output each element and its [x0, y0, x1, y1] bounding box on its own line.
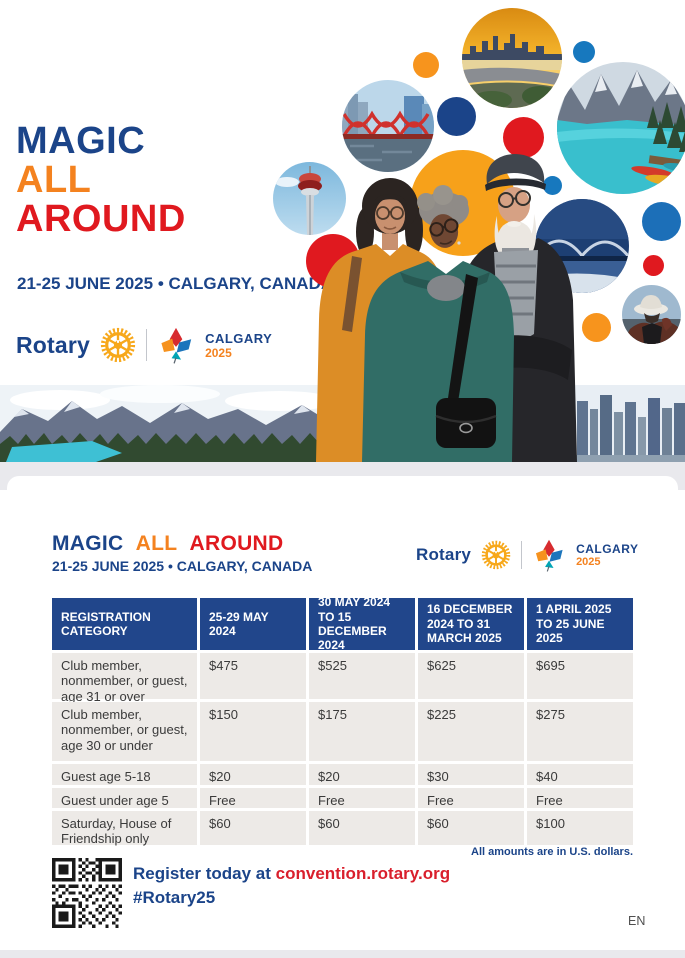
- collage-circle-blue-small-1: [573, 41, 595, 63]
- collage-circle-red-small: [643, 255, 664, 276]
- register-prefix: Register today at: [133, 864, 276, 883]
- logo-divider: [521, 541, 523, 569]
- hashtag: #Rotary25: [133, 888, 216, 907]
- logo-divider: [146, 329, 148, 361]
- row-price: Free: [527, 788, 633, 808]
- mountain-landscape-image: [0, 385, 345, 462]
- row-price: $100: [527, 811, 633, 845]
- row-price: Free: [200, 788, 306, 808]
- row-category: Guest under age 5: [52, 788, 197, 808]
- collage-circle-red-1: [503, 117, 544, 158]
- hero-title-word-around: AROUND: [16, 198, 186, 240]
- row-price: $625: [418, 653, 524, 699]
- flyer-title-word-around: AROUND: [189, 532, 284, 555]
- flyer-section: MAGIC ALL AROUND 21-25 JUNE 2025 • CALGA…: [0, 490, 685, 950]
- rotary-wordmark: Rotary: [16, 331, 91, 358]
- collage-circle-orange-2: [582, 313, 611, 342]
- host-city-text: CALGARY 2025: [205, 332, 272, 359]
- flyer-title: MAGIC ALL AROUND: [52, 532, 289, 556]
- people-photo-group: [316, 154, 577, 462]
- qr-code: [52, 858, 122, 928]
- row-price: $20: [200, 764, 306, 785]
- collage-circle-blue-2: [642, 202, 681, 241]
- register-line: Register today at convention.rotary.org: [133, 864, 450, 884]
- collage-photo-city-sunset: [462, 8, 562, 108]
- rotary-wheel-icon: [481, 540, 511, 570]
- row-price: $150: [200, 702, 306, 761]
- row-category: Club member, nonmember, or guest, age 30…: [52, 702, 197, 761]
- host-city-text: CALGARY 2025: [576, 543, 638, 568]
- collage-circle-orange-small: [413, 52, 439, 78]
- calgary-2025-leaf-logo: [536, 539, 563, 572]
- currency-note: All amounts are in U.S. dollars.: [471, 846, 633, 858]
- row-category: Saturday, House of Friendship only: [52, 811, 197, 846]
- calgary-2025-leaf-logo: [161, 327, 192, 364]
- rotary-wordmark: Rotary: [416, 545, 472, 564]
- row-price: Free: [309, 788, 415, 808]
- row-price: $525: [309, 653, 415, 699]
- row-category: Club member, nonmember, or guest, age 31…: [52, 653, 197, 704]
- row-price: $30: [418, 764, 524, 785]
- header-period-2: 30 MAY 2024 TO 15 DECEMBER 2024: [309, 595, 415, 652]
- hero-title-word-all: ALL: [16, 159, 92, 201]
- collage-circle-blue-small-2: [543, 176, 562, 195]
- row-price: $475: [200, 653, 306, 699]
- row-price: $60: [309, 811, 415, 845]
- woman-teal-figure: [362, 185, 514, 462]
- row-price: $20: [309, 764, 415, 785]
- pricing-table: REGISTRATION CATEGORY 25-29 MAY 2024 30 …: [52, 595, 633, 846]
- row-price: $175: [309, 702, 415, 761]
- row-price: $225: [418, 702, 524, 761]
- register-url: convention.rotary.org: [275, 864, 451, 883]
- row-price: $695: [527, 653, 633, 699]
- header-period-1: 25-29 MAY 2024: [200, 598, 306, 650]
- hero-title: MAGIC ALL AROUND: [16, 122, 186, 239]
- collage-photo-calgary-tower: [273, 162, 346, 235]
- footer-bar: [0, 950, 685, 958]
- hero-logo-lockup: Rotary CALGARY 2025: [16, 326, 272, 364]
- row-price: $60: [200, 811, 306, 845]
- host-city-name: CALGARY: [205, 330, 273, 346]
- city-skyline-image: [575, 385, 685, 462]
- header-period-4: 1 APRIL 2025 TO 25 JUNE 2025: [527, 598, 633, 650]
- flyer-title-word-magic: MAGIC: [52, 532, 124, 555]
- row-category: Guest age 5-18: [52, 764, 197, 785]
- row-price: $275: [527, 702, 633, 761]
- row-price: Free: [418, 788, 524, 808]
- hero-section: MAGIC ALL AROUND 21-25 JUNE 2025 • CALGA…: [0, 0, 685, 462]
- collage-photo-cowboy: [622, 285, 681, 344]
- flyer-sheet-top: [7, 476, 678, 492]
- header-registration-category: REGISTRATION CATEGORY: [52, 598, 197, 650]
- flyer-logo-lockup: Rotary CALGARY 2025: [416, 538, 638, 572]
- language-label: EN: [628, 914, 646, 928]
- collage-photo-moraine-lake: [557, 62, 685, 194]
- header-period-3: 16 DECEMBER 2024 TO 31 MARCH 2025: [418, 598, 524, 650]
- row-price: $60: [418, 811, 524, 845]
- flyer-date: 21-25 JUNE 2025 • CALGARY, CANADA: [52, 558, 313, 574]
- host-year: 2025: [576, 555, 601, 568]
- hero-date: 21-25 JUNE 2025 • CALGARY, CANADA: [17, 274, 334, 293]
- row-price: $40: [527, 764, 633, 785]
- host-year: 2025: [205, 345, 232, 360]
- collage-circle-navy: [437, 97, 476, 136]
- flyer-title-word-all: ALL: [135, 532, 178, 555]
- hero-title-word-magic: MAGIC: [16, 120, 146, 162]
- rotary-wheel-icon: [100, 327, 136, 363]
- host-city-name: CALGARY: [576, 541, 639, 556]
